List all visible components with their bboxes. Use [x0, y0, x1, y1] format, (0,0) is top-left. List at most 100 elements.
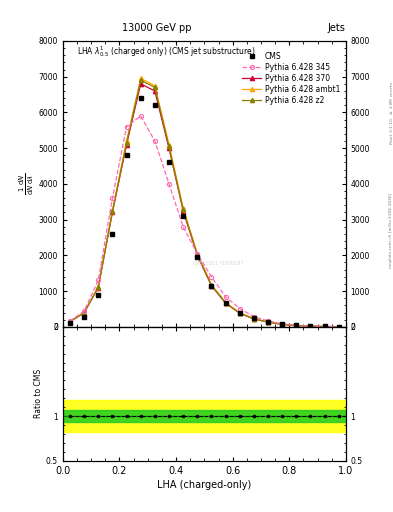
CMS [167, 159, 171, 165]
Pythia 6.428 345 [82, 308, 86, 314]
Pythia 6.428 370 [308, 323, 313, 329]
CMS [294, 323, 299, 329]
Text: 13000 GeV pp: 13000 GeV pp [123, 23, 192, 33]
Pythia 6.428 370 [181, 207, 185, 214]
Pythia 6.428 z2 [82, 310, 86, 316]
Pythia 6.428 345 [138, 113, 143, 119]
CMS [124, 152, 129, 158]
Pythia 6.428 370 [336, 324, 341, 330]
Pythia 6.428 ambt1 [138, 75, 143, 81]
Pythia 6.428 370 [138, 81, 143, 87]
Pythia 6.428 ambt1 [252, 316, 256, 322]
Pythia 6.428 ambt1 [322, 324, 327, 330]
CMS [280, 321, 285, 327]
Text: Rivet 3.1.10, $\geq$ 2.8M events: Rivet 3.1.10, $\geq$ 2.8M events [387, 80, 393, 145]
Pythia 6.428 345 [96, 278, 101, 284]
Bar [63, 400, 346, 432]
Pythia 6.428 370 [195, 252, 200, 259]
Text: mcplots.cern.ch [arXiv:1306.3436]: mcplots.cern.ch [arXiv:1306.3436] [389, 193, 393, 268]
Pythia 6.428 ambt1 [96, 284, 101, 290]
Pythia 6.428 370 [82, 310, 86, 316]
Pythia 6.428 370 [68, 318, 72, 325]
Pythia 6.428 345 [336, 324, 341, 330]
Pythia 6.428 370 [209, 283, 214, 289]
CMS [223, 300, 228, 306]
Pythia 6.428 345 [308, 323, 313, 329]
Y-axis label: Ratio to CMS: Ratio to CMS [34, 369, 43, 418]
Pythia 6.428 z2 [237, 310, 242, 316]
Pythia 6.428 ambt1 [308, 323, 313, 329]
Pythia 6.428 ambt1 [152, 82, 157, 89]
Pythia 6.428 370 [124, 141, 129, 147]
Pythia 6.428 ambt1 [280, 321, 285, 327]
Pythia 6.428 370 [110, 209, 115, 216]
Pythia 6.428 345 [252, 313, 256, 319]
Pythia 6.428 370 [280, 322, 285, 328]
CMS [195, 254, 200, 260]
CMS [322, 324, 327, 330]
Pythia 6.428 z2 [322, 324, 327, 330]
Pythia 6.428 370 [152, 88, 157, 94]
Pythia 6.428 z2 [209, 282, 214, 288]
Line: Pythia 6.428 370: Pythia 6.428 370 [68, 82, 341, 329]
Pythia 6.428 ambt1 [266, 319, 270, 325]
Pythia 6.428 z2 [223, 300, 228, 306]
Pythia 6.428 z2 [336, 324, 341, 330]
Pythia 6.428 ambt1 [294, 323, 299, 329]
CMS [308, 323, 313, 329]
CMS [68, 319, 72, 326]
Pythia 6.428 370 [266, 319, 270, 325]
Line: Pythia 6.428 z2: Pythia 6.428 z2 [68, 78, 341, 329]
CMS [138, 95, 143, 101]
CMS [152, 102, 157, 109]
Pythia 6.428 345 [294, 322, 299, 328]
Pythia 6.428 ambt1 [336, 324, 341, 330]
Pythia 6.428 370 [322, 324, 327, 330]
CMS [336, 324, 341, 330]
CMS [82, 314, 86, 320]
Pythia 6.428 z2 [308, 323, 313, 329]
Pythia 6.428 345 [68, 318, 72, 324]
Pythia 6.428 345 [237, 306, 242, 312]
CMS [110, 231, 115, 237]
Pythia 6.428 z2 [138, 77, 143, 83]
Pythia 6.428 ambt1 [110, 207, 115, 214]
Pythia 6.428 370 [167, 145, 171, 151]
Pythia 6.428 z2 [96, 284, 101, 290]
Text: LHA $\lambda^1_{0.5}$ (charged only) (CMS jet substructure): LHA $\lambda^1_{0.5}$ (charged only) (CM… [77, 44, 255, 59]
Line: Pythia 6.428 345: Pythia 6.428 345 [68, 114, 341, 329]
Pythia 6.428 z2 [124, 140, 129, 146]
Pythia 6.428 345 [322, 324, 327, 330]
X-axis label: LHA (charged-only): LHA (charged-only) [157, 480, 252, 490]
Pythia 6.428 z2 [68, 318, 72, 325]
Pythia 6.428 345 [266, 318, 270, 324]
Pythia 6.428 z2 [152, 84, 157, 91]
Pythia 6.428 ambt1 [124, 138, 129, 144]
Pythia 6.428 345 [195, 250, 200, 257]
Line: Pythia 6.428 ambt1: Pythia 6.428 ambt1 [68, 76, 341, 329]
Pythia 6.428 370 [252, 316, 256, 322]
Pythia 6.428 z2 [195, 251, 200, 258]
Pythia 6.428 ambt1 [68, 318, 72, 325]
Pythia 6.428 345 [209, 274, 214, 280]
Pythia 6.428 ambt1 [237, 310, 242, 316]
CMS [252, 315, 256, 322]
CMS [209, 283, 214, 289]
Pythia 6.428 ambt1 [195, 250, 200, 257]
Pythia 6.428 ambt1 [181, 205, 185, 211]
CMS [96, 291, 101, 297]
Pythia 6.428 345 [110, 195, 115, 201]
Pythia 6.428 345 [223, 294, 228, 300]
CMS [266, 318, 270, 325]
Pythia 6.428 345 [167, 181, 171, 187]
Pythia 6.428 ambt1 [209, 282, 214, 288]
Bar [63, 410, 346, 422]
Pythia 6.428 345 [152, 138, 157, 144]
Pythia 6.428 z2 [110, 208, 115, 215]
Pythia 6.428 345 [280, 321, 285, 327]
Pythia 6.428 370 [223, 300, 228, 306]
Text: Jets: Jets [328, 23, 346, 33]
Pythia 6.428 345 [181, 224, 185, 230]
Y-axis label: $\frac{1}{\mathrm{d}N}\frac{\mathrm{d}N}{\mathrm{d}\lambda}$: $\frac{1}{\mathrm{d}N}\frac{\mathrm{d}N}… [18, 173, 36, 195]
Pythia 6.428 370 [294, 323, 299, 329]
